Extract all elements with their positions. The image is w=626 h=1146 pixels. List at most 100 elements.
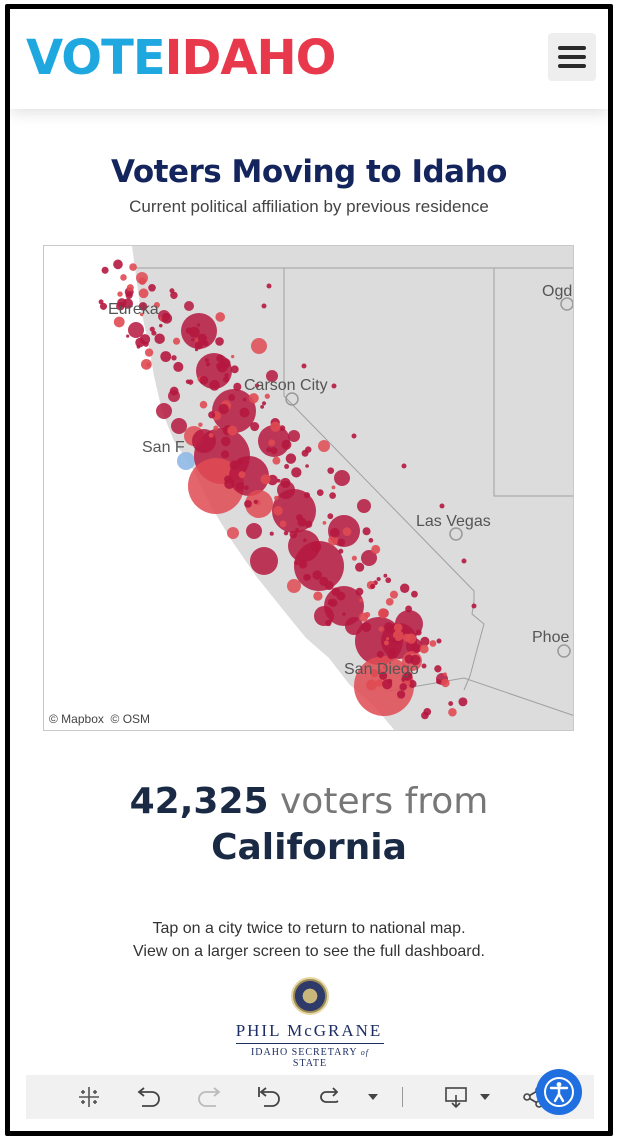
voter-bubble[interactable] [313,591,323,601]
voter-bubble[interactable] [215,312,226,322]
voter-bubble[interactable] [156,403,172,419]
voter-bubble[interactable] [329,492,336,499]
voter-bubble[interactable] [148,283,156,292]
map-attribution[interactable]: © Mapbox © OSM [49,712,150,726]
voter-bubble[interactable] [330,527,340,538]
voter-bubble[interactable] [139,312,144,317]
voter-bubble[interactable] [184,301,194,311]
voter-bubble[interactable] [113,316,125,328]
voter-bubble[interactable] [412,643,422,653]
download-icon[interactable] [444,1085,470,1109]
voter-bubble[interactable] [364,611,371,618]
voter-bubble[interactable] [386,637,390,641]
voter-bubble[interactable] [338,548,344,554]
voter-bubble[interactable] [383,573,388,578]
voter-bubble[interactable] [439,503,445,509]
voter-bubble[interactable] [266,447,272,453]
voter-bubble[interactable] [322,520,327,525]
voter-bubble[interactable] [224,478,235,489]
voter-bubble[interactable] [208,411,216,419]
voter-bubble[interactable] [270,447,278,455]
undo-icon[interactable] [136,1085,162,1109]
voter-bubble[interactable] [208,432,214,438]
voter-bubble[interactable] [139,334,151,345]
voter-bubble[interactable] [325,619,332,627]
voter-bubble[interactable] [266,283,272,289]
revert-icon[interactable] [256,1085,282,1109]
voter-bubble[interactable] [405,605,413,613]
voter-bubble[interactable] [149,326,155,332]
voter-bubble[interactable] [288,530,320,562]
voter-bubble[interactable] [379,671,388,680]
voter-bubble[interactable] [244,485,249,491]
voter-bubble[interactable] [351,555,357,561]
voter-bubble[interactable] [384,640,389,646]
california-map[interactable]: Eureka Carson City San F Las Vegas Ogd P… [43,245,574,731]
voter-bubble[interactable] [421,711,429,720]
voter-bubble[interactable] [461,558,467,564]
voter-bubble[interactable] [233,382,242,391]
voter-bubble[interactable] [361,550,377,566]
voter-bubble[interactable] [187,379,194,385]
vote-idaho-logo[interactable]: VOTEIDAHO [26,33,336,83]
accessibility-button[interactable] [536,1069,582,1115]
voter-bubble[interactable] [401,463,407,469]
voter-bubble[interactable] [251,338,267,354]
voter-bubble[interactable] [331,485,336,490]
voter-bubble[interactable] [198,422,203,427]
voter-bubble[interactable] [117,298,127,308]
voter-bubble[interactable] [279,520,287,528]
voter-bubble[interactable] [316,489,324,496]
voter-bubble[interactable] [387,651,396,660]
voter-bubble[interactable] [231,354,235,359]
voter-bubble[interactable] [297,517,307,527]
voter-bubble[interactable] [393,623,403,632]
voter-bubble[interactable] [376,576,381,582]
mapbox-attribution[interactable]: © Mapbox [49,712,104,726]
voter-bubble[interactable] [400,583,410,593]
voter-bubble[interactable] [399,683,407,691]
voter-bubble[interactable] [154,333,165,344]
voter-bubble[interactable] [264,393,270,399]
voter-bubble[interactable] [173,361,184,372]
voter-bubble[interactable] [113,259,123,270]
voter-bubble[interactable] [371,544,381,554]
voter-bubble[interactable] [305,574,311,581]
voter-bubble[interactable] [361,622,372,632]
voter-bubble[interactable] [396,690,406,699]
voter-bubble[interactable] [244,500,252,508]
voter-bubble[interactable] [144,348,154,357]
voter-bubble[interactable] [419,644,429,654]
voter-bubble[interactable] [146,362,151,367]
voter-bubble[interactable] [246,523,262,539]
voter-bubble[interactable] [191,338,195,342]
osm-attribution[interactable]: © OSM [110,712,151,726]
voter-bubble[interactable] [301,363,307,369]
voter-bubble[interactable] [160,351,172,362]
voter-bubble[interactable] [199,400,208,409]
voter-bubble[interactable] [355,562,365,572]
voter-bubble[interactable] [260,474,271,485]
voter-bubble[interactable] [235,481,245,491]
voter-bubble[interactable] [205,362,211,367]
voter-bubble[interactable] [138,288,149,299]
voter-bubble[interactable] [378,668,382,673]
voter-bubble[interactable] [402,633,411,642]
voter-bubble[interactable] [194,348,199,352]
voter-bubble[interactable] [324,581,334,591]
voter-bubble[interactable] [458,697,468,707]
voter-bubble[interactable] [312,570,322,580]
voter-bubble[interactable] [171,418,187,434]
voter-bubble[interactable] [170,291,178,300]
voter-bubble[interactable] [269,531,274,536]
voter-bubble[interactable] [242,397,247,402]
redo-icon[interactable] [196,1085,222,1109]
voter-bubble[interactable] [172,337,181,345]
voter-bubble[interactable] [261,303,267,309]
voter-bubble[interactable] [273,505,283,516]
voter-bubble[interactable] [248,393,259,404]
voter-bubble[interactable] [301,449,309,457]
voter-bubble[interactable] [272,456,281,465]
voter-bubble[interactable] [298,559,308,569]
voter-bubble[interactable] [126,284,134,292]
